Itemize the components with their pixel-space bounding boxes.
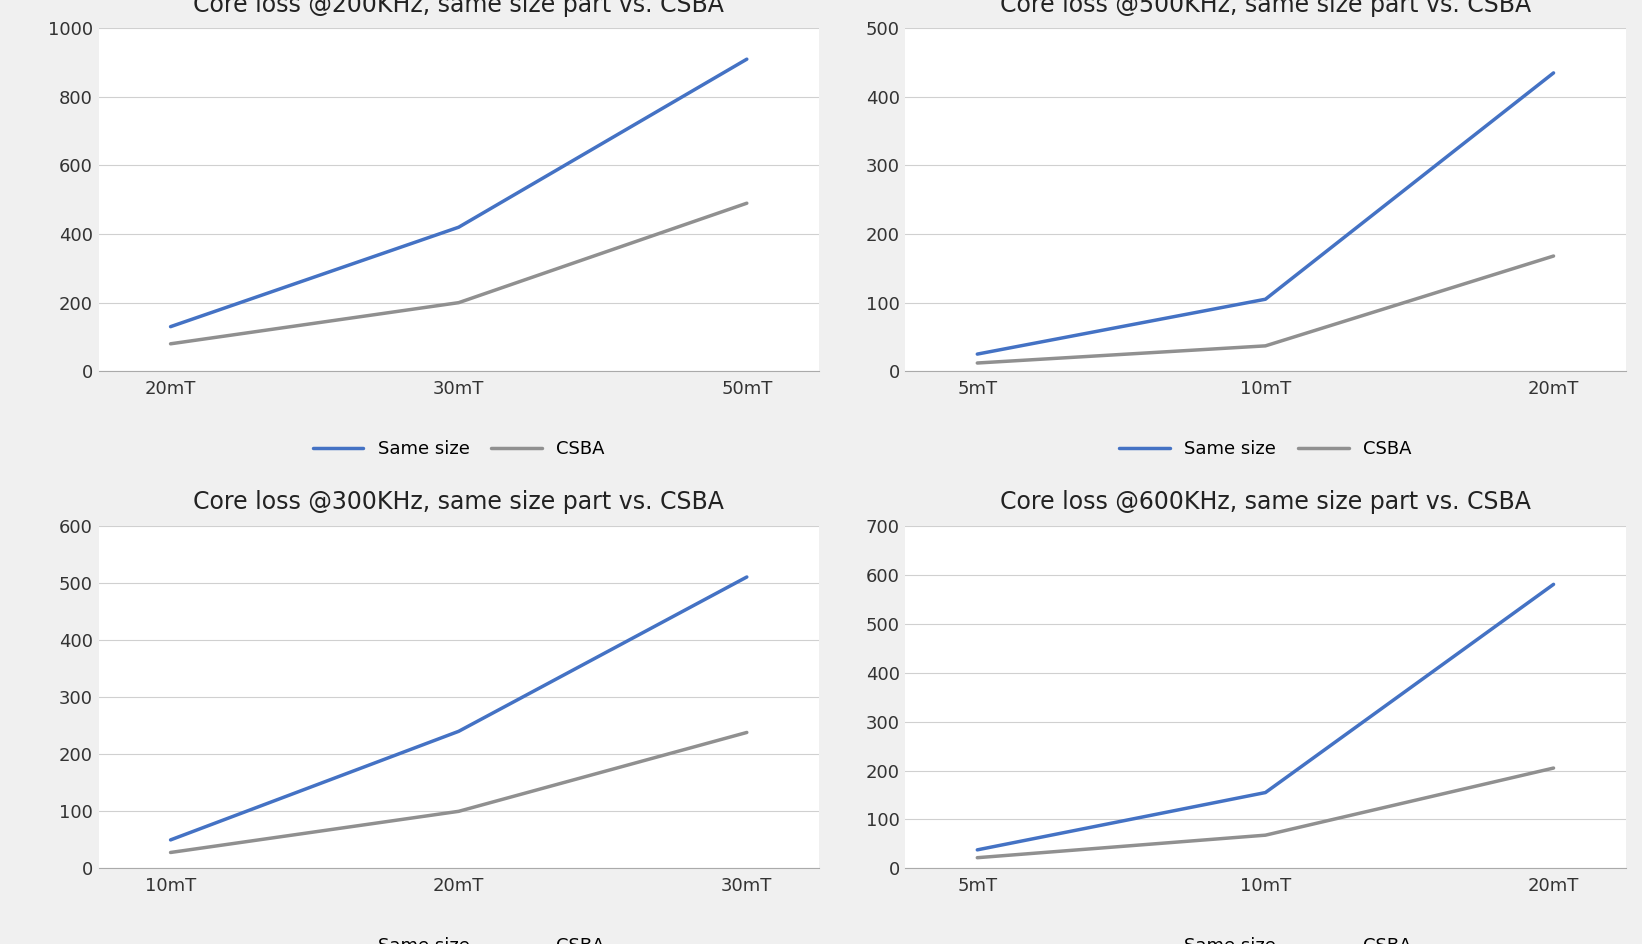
CSBA (161, 338, 181, 349)
Same size (1256, 294, 1276, 305)
Line: Same size: Same size (171, 59, 747, 327)
CSBA (737, 727, 757, 738)
Same size (737, 54, 757, 65)
CSBA (1256, 340, 1276, 351)
CSBA (1543, 763, 1563, 774)
CSBA (1543, 250, 1563, 261)
Same size (1256, 787, 1276, 799)
Same size (967, 844, 987, 855)
Same size (448, 726, 468, 737)
Legend: Same size, CSBA: Same size, CSBA (1120, 440, 1412, 458)
Title: Core loss @200KHz, same size part vs. CSBA: Core loss @200KHz, same size part vs. CS… (194, 0, 724, 17)
Same size (161, 834, 181, 846)
Line: Same size: Same size (977, 73, 1553, 354)
Legend: Same size, CSBA: Same size, CSBA (1120, 937, 1412, 944)
CSBA (967, 852, 987, 864)
Title: Core loss @500KHz, same size part vs. CSBA: Core loss @500KHz, same size part vs. CS… (1000, 0, 1530, 17)
CSBA (967, 358, 987, 369)
Line: Same size: Same size (171, 577, 747, 840)
Line: CSBA: CSBA (977, 768, 1553, 858)
Same size (1543, 67, 1563, 78)
CSBA (737, 197, 757, 209)
Line: Same size: Same size (977, 584, 1553, 850)
Title: Core loss @300KHz, same size part vs. CSBA: Core loss @300KHz, same size part vs. CS… (194, 490, 724, 514)
Same size (1543, 579, 1563, 590)
Legend: Same size, CSBA: Same size, CSBA (312, 440, 604, 458)
CSBA (448, 805, 468, 817)
Line: CSBA: CSBA (977, 256, 1553, 363)
Line: CSBA: CSBA (171, 203, 747, 344)
CSBA (1256, 830, 1276, 841)
Same size (737, 571, 757, 582)
Same size (161, 321, 181, 332)
CSBA (161, 847, 181, 858)
Same size (967, 348, 987, 360)
Line: CSBA: CSBA (171, 733, 747, 852)
CSBA (448, 297, 468, 309)
Same size (448, 222, 468, 233)
Title: Core loss @600KHz, same size part vs. CSBA: Core loss @600KHz, same size part vs. CS… (1000, 490, 1530, 514)
Legend: Same size, CSBA: Same size, CSBA (312, 937, 604, 944)
